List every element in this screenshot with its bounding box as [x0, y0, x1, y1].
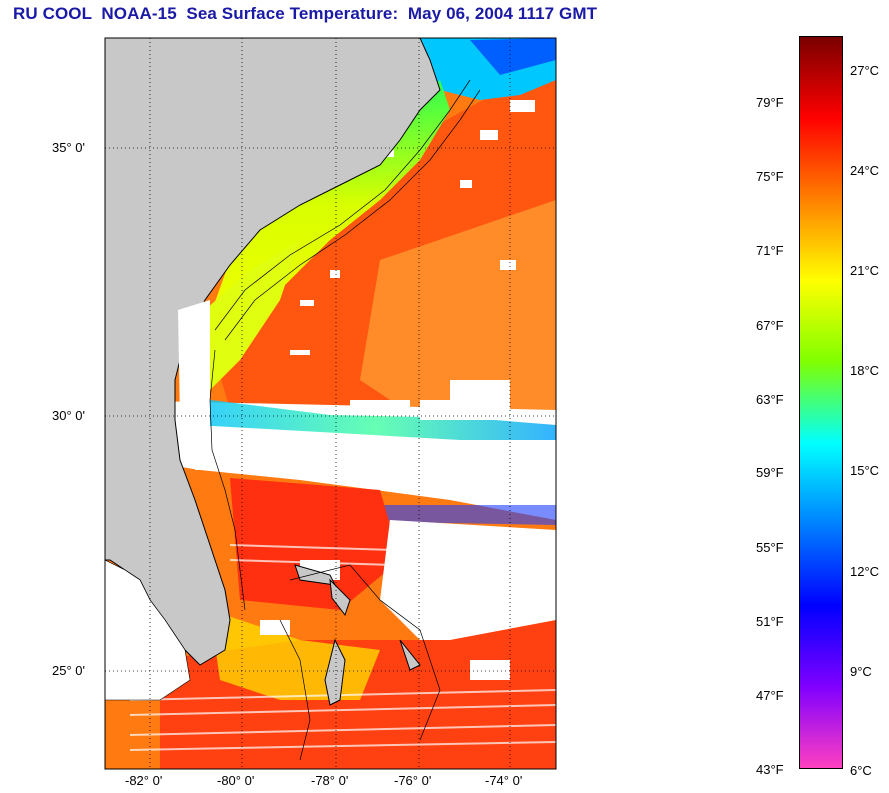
lat-label-25: 25° 0' — [52, 663, 85, 678]
colorbar-c-9: 9°C — [850, 664, 872, 679]
colorbar-c-18: 18°C — [850, 363, 880, 378]
colorbar-f-67: 67°F — [756, 318, 784, 333]
lon-label-74: -74° 0' — [485, 773, 523, 788]
colorbar-c-6: 6°C — [850, 763, 872, 778]
colorbar-f-71: 71°F — [756, 243, 784, 258]
shelf-water-south — [205, 240, 300, 390]
colorbar-c-27: 27°C — [850, 63, 880, 78]
cool-band — [195, 398, 556, 440]
lat-label-30: 30° 0' — [52, 408, 85, 423]
colorbar-f-79: 79°F — [756, 95, 784, 110]
colorbar-f-75: 75°F — [756, 169, 784, 184]
lon-label-76: -76° 0' — [394, 773, 432, 788]
colorbar-f-63: 63°F — [756, 392, 784, 407]
abaco-island — [329, 578, 351, 617]
colorbar-f-51: 51°F — [756, 614, 784, 629]
colorbar-c-24: 24°C — [850, 163, 880, 178]
colorbar-c-21: 21°C — [850, 263, 880, 278]
lon-label-80: -80° 0' — [217, 773, 255, 788]
blue-band — [380, 505, 556, 525]
sargasso-region — [360, 200, 556, 420]
scan-streaks — [129, 544, 556, 751]
cold-water-core — [470, 38, 556, 75]
lat-label-35: 35° 0' — [52, 140, 85, 155]
colorbar-f-55: 55°F — [756, 540, 784, 555]
lon-label-78: -78° 0' — [311, 773, 349, 788]
colorbar-f-43: 43°F — [756, 762, 784, 777]
andros-island — [324, 638, 346, 706]
coastal-cloud-strip — [178, 300, 210, 470]
bathymetry-contours — [209, 79, 481, 761]
eleuthera-island — [399, 639, 421, 671]
cloud-specks — [240, 100, 535, 680]
map-frame — [104, 37, 557, 770]
temperature-colorbar — [799, 36, 843, 769]
gulf-of-mexico — [105, 559, 191, 701]
colorbar-c-15: 15°C — [850, 463, 880, 478]
colorbar-c-12: 12°C — [850, 564, 880, 579]
shelf-water — [200, 80, 450, 390]
warm-region-south — [230, 478, 400, 610]
colorbar-f-47: 47°F — [756, 688, 784, 703]
colorbar-f-59: 59°F — [756, 465, 784, 480]
lon-label-82: -82° 0' — [125, 773, 163, 788]
page-title: RU COOL NOAA-15 Sea Surface Temperature:… — [13, 4, 598, 23]
